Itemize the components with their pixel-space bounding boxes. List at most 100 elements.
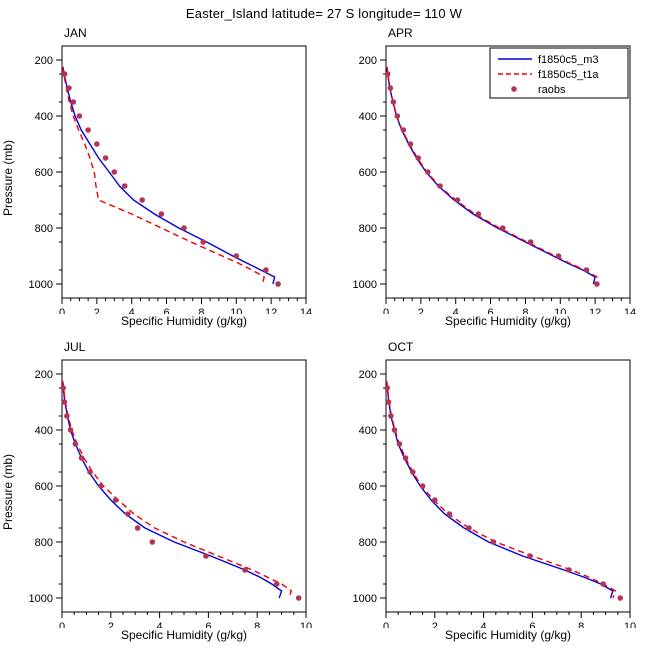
raobs-dot: [67, 427, 74, 433]
raobs-dot: [111, 169, 118, 175]
panel-apr: APR 0 2 4 6 8 10 12 14 200 400 600 800 1000 f1850c5_m…: [324, 26, 648, 330]
x-tick-label: 6: [205, 621, 211, 628]
panel-label-jul: JUL: [64, 340, 86, 354]
raobs-dot: [87, 469, 93, 475]
y-tick-label: 1000: [353, 279, 377, 291]
raobs-dot: [437, 183, 443, 189]
x-tick-label: 8: [254, 621, 260, 628]
y-tick-label: 200: [35, 369, 53, 381]
legend-label: raobs: [538, 84, 566, 96]
raobs-dot: [446, 511, 453, 517]
raobs-dot: [275, 281, 281, 287]
raobs-dot: [98, 483, 104, 489]
raobs-dot: [85, 127, 91, 133]
raobs-dot: [594, 281, 600, 287]
raobs-dot: [527, 553, 533, 559]
x-axis-label: Specific Humidity (g/kg): [120, 628, 248, 642]
panel-jul: JUL Pressure (mb) 0 2 4 6 8 10 200 400 600 800 100…: [0, 340, 324, 644]
raobs-dot: [200, 239, 206, 245]
y-tick-label: 400: [35, 425, 53, 437]
legend-label: f1850c5_t1a: [538, 69, 599, 81]
raobs-dot: [273, 581, 280, 587]
plot-area-apr: 0 2 4 6 8 10 12 14 200 400 600 800 1000 f1850c5_m3 f18…: [353, 45, 636, 314]
x-axis-label: Specific Humidity (g/kg): [444, 314, 572, 328]
x-tick-label: 6: [529, 621, 535, 628]
legend-dot-sample: [511, 86, 517, 92]
raobs-dot: [94, 141, 100, 147]
raobs-dot: [600, 581, 606, 587]
y-tick-label: 1000: [353, 593, 377, 605]
y-tick-label: 800: [35, 223, 53, 235]
series-line-f1850c5_t1a: [62, 380, 293, 599]
x-tick-label: 10: [554, 307, 566, 314]
y-tick-label: 200: [359, 55, 377, 67]
raobs-dot: [66, 85, 72, 91]
raobs-dot: [134, 525, 141, 531]
y-tick-label: 800: [359, 223, 377, 235]
x-tick-label: 0: [59, 307, 65, 314]
raobs-dot: [454, 197, 461, 203]
series-line-f1850c5_m3: [386, 380, 614, 599]
panel-jan: JAN Pressure (mb) 0 2 4 6 8 10 12 14 200 400 600 80…: [0, 26, 324, 330]
x-tick-label: 8: [578, 621, 584, 628]
raobs-dot: [402, 455, 409, 461]
x-tick-label: 2: [418, 307, 424, 314]
x-tick-label: 4: [157, 621, 163, 628]
raobs-dot: [149, 539, 156, 545]
raobs-dot: [555, 253, 562, 259]
raobs-dot: [125, 511, 131, 517]
raobs-dot: [407, 141, 414, 147]
y-tick-label: 600: [35, 481, 53, 493]
y-tick-label: 1000: [29, 279, 53, 291]
raobs-dot: [388, 413, 394, 419]
x-tick-label: 12: [589, 307, 601, 314]
x-axis-label: Specific Humidity (g/kg): [444, 628, 572, 642]
raobs-dot: [527, 239, 534, 245]
raobs-dot: [61, 71, 68, 77]
panel-oct: OCT 0 2 4 6 8 10 200 400 600 800 1000 Specific Hum…: [324, 340, 648, 644]
figure-title: Easter_Island latitude= 27 S longitude= …: [185, 6, 463, 21]
y-tick-label: 400: [35, 111, 53, 123]
raobs-dot: [158, 211, 165, 217]
raobs-dot: [70, 99, 77, 105]
raobs-dot: [415, 155, 422, 161]
x-axis-label: Specific Humidity (g/kg): [120, 314, 248, 328]
legend-label: f1850c5_m3: [538, 54, 599, 66]
raobs-dot: [617, 595, 624, 601]
plot-area-oct: 0 2 4 6 8 10 200 400 600 800 1000: [353, 359, 636, 628]
raobs-dot: [233, 253, 240, 259]
series-line-f1850c5_t1a: [386, 380, 617, 599]
raobs-dot: [385, 399, 392, 405]
raobs-dot: [139, 197, 145, 203]
raobs-dot: [295, 595, 302, 601]
x-tick-label: 10: [624, 621, 636, 628]
y-tick-label: 400: [359, 425, 377, 437]
y-tick-label: 600: [359, 167, 377, 179]
x-tick-label: 4: [129, 307, 135, 314]
series-line-f1850c5_t1a: [62, 66, 266, 285]
raobs-dot: [396, 441, 403, 447]
panel-label-apr: APR: [388, 26, 413, 40]
raobs-dot: [425, 169, 431, 175]
x-tick-label: 6: [488, 307, 494, 314]
raobs-dot: [242, 567, 248, 573]
y-tick-label: 1000: [29, 593, 53, 605]
x-tick-label: 6: [164, 307, 170, 314]
raobs-dot: [410, 469, 416, 475]
raobs-dot: [466, 525, 472, 531]
panel-label-oct: OCT: [388, 340, 414, 354]
raobs-dot: [394, 113, 401, 119]
x-tick-label: 0: [59, 621, 65, 628]
raobs-dot: [181, 225, 187, 231]
x-tick-label: 2: [108, 621, 114, 628]
y-tick-label: 600: [35, 167, 53, 179]
raobs-dot: [112, 497, 119, 503]
raobs-dot: [60, 385, 67, 391]
plot-area-jan: 0 2 4 6 8 10 12 14 200 400 600 800 1000: [29, 45, 312, 314]
panel-label-jan: JAN: [64, 26, 87, 40]
x-tick-label: 2: [94, 307, 100, 314]
series-line-f1850c5_t1a: [386, 66, 598, 285]
raobs-dot: [102, 155, 109, 161]
x-tick-label: 2: [432, 621, 438, 628]
raobs-dot: [475, 211, 482, 217]
